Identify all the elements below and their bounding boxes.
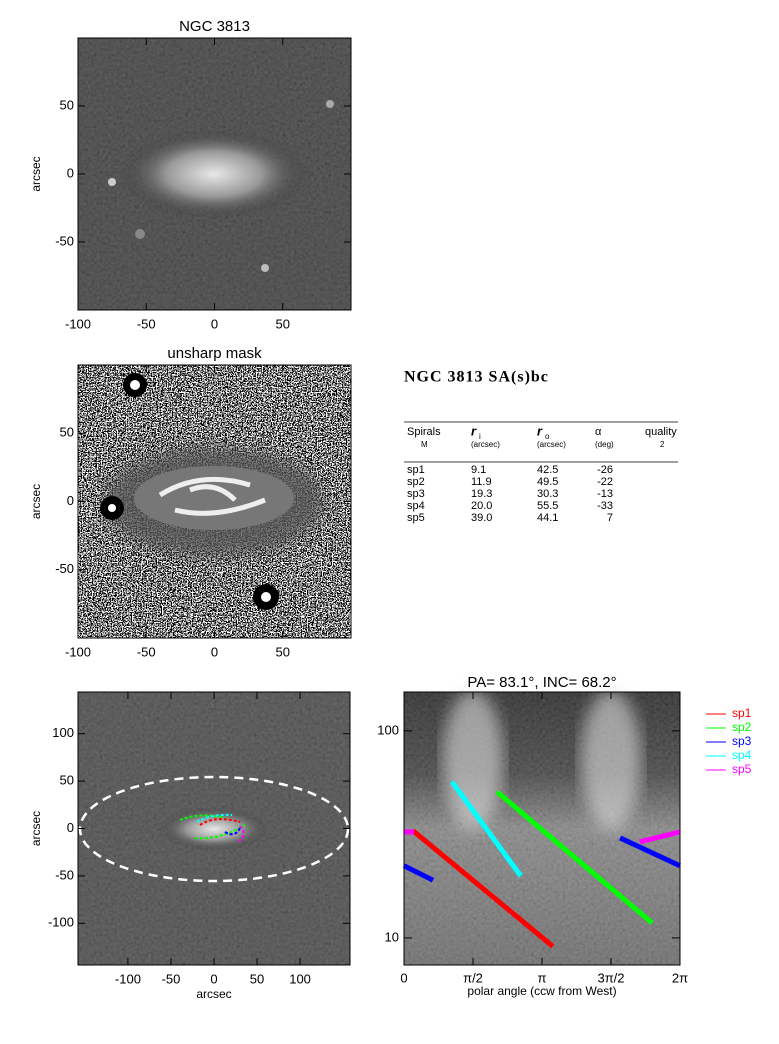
x-tick-label: -100 — [65, 316, 91, 331]
table-cell: 49.5 — [537, 476, 558, 488]
y-tick-label: 0 — [67, 820, 74, 835]
column-note: (arcsec) — [537, 440, 566, 449]
y-tick-label: 0 — [67, 493, 74, 508]
table-cell: sp1 — [407, 464, 425, 476]
column-note: M — [421, 440, 428, 449]
table-cell: 9.1 — [471, 464, 486, 476]
x-tick-label: π/2 — [463, 970, 483, 985]
x-tick-label: 0 — [400, 970, 407, 985]
y-tick-label: 0 — [67, 165, 74, 180]
column-header: r — [537, 423, 543, 438]
table-cell: sp3 — [407, 488, 425, 500]
spiral-fit — [411, 828, 555, 949]
y-tick-label: 100 — [377, 722, 399, 737]
table-cell: sp4 — [407, 500, 425, 512]
table-cell: 20.0 — [471, 500, 492, 512]
column-subscript: i — [479, 432, 481, 441]
table-cell: 39.0 — [471, 512, 492, 524]
x-tick-label: π — [538, 970, 547, 985]
table-cell: -13 — [597, 488, 613, 500]
panel-title: unsharp mask — [167, 345, 262, 362]
table-cell: -22 — [597, 476, 613, 488]
y-tick-label: 50 — [60, 425, 74, 440]
table-cell: 44.1 — [537, 512, 558, 524]
x-tick-label: 3π/2 — [597, 970, 624, 985]
table-cell: 42.5 — [537, 464, 558, 476]
spiral-fit — [402, 863, 435, 883]
y-axis-label: arcsec — [29, 156, 43, 191]
y-axis-label: arcsec — [29, 811, 43, 846]
table-cell: 11.9 — [471, 476, 492, 488]
column-header: r — [471, 423, 477, 438]
table-cell: 19.3 — [471, 488, 492, 500]
y-tick-label: 50 — [60, 773, 74, 788]
x-tick-label: 0 — [211, 316, 218, 331]
spiral-fit — [449, 780, 523, 878]
table-cell: sp5 — [407, 512, 425, 524]
table-cell: 7 — [607, 512, 613, 524]
x-axis-label: polar angle (ccw from West) — [467, 984, 616, 998]
y-tick-label: -50 — [55, 867, 74, 882]
legend-label: sp2 — [732, 720, 752, 734]
x-tick-label: -50 — [137, 644, 156, 659]
column-note: (deg) — [595, 440, 614, 449]
x-tick-label: -100 — [65, 644, 91, 659]
y-tick-label: 50 — [60, 97, 74, 112]
legend-label: sp3 — [732, 734, 752, 748]
column-subscript: o — [545, 432, 550, 441]
x-tick-label: 0 — [211, 644, 218, 659]
table-cell: 55.5 — [537, 500, 558, 512]
panel-title: NGC 3813 — [179, 18, 250, 35]
image-3 — [78, 692, 350, 965]
legend-label: sp5 — [732, 762, 752, 776]
table-cell: sp2 — [407, 476, 425, 488]
column-header: quality — [645, 426, 677, 438]
image-1 — [78, 38, 351, 310]
column-header: α — [595, 426, 602, 438]
x-tick-label: 100 — [289, 971, 311, 986]
legend-label: sp1 — [732, 706, 752, 720]
column-note: (arcsec) — [471, 440, 500, 449]
spiral-fit — [495, 790, 654, 925]
table-cell: 30.3 — [537, 488, 558, 500]
x-axis-label: arcsec — [196, 987, 231, 1001]
x-tick-label: 50 — [250, 971, 264, 986]
y-tick-label: 100 — [52, 725, 74, 740]
polar-title: PA= 83.1°, INC= 68.2° — [467, 674, 616, 691]
y-axis-label: arcsec — [29, 484, 43, 519]
x-tick-label: 50 — [276, 316, 290, 331]
x-tick-label: -50 — [137, 316, 156, 331]
y-tick-label: -100 — [48, 915, 74, 930]
y-tick-label: -50 — [55, 561, 74, 576]
x-tick-label: 0 — [210, 971, 217, 986]
table-cell: -33 — [597, 500, 613, 512]
x-tick-label: -50 — [162, 971, 181, 986]
column-header: Spirals — [407, 426, 441, 438]
x-tick-label: -100 — [115, 971, 141, 986]
spiral-fit — [639, 829, 681, 845]
legend-label: sp4 — [732, 748, 752, 762]
x-tick-label: 50 — [276, 644, 290, 659]
spiral-fit — [619, 835, 681, 869]
y-tick-label: -50 — [55, 233, 74, 248]
y-tick-label: 10 — [385, 929, 399, 944]
image-2 — [78, 365, 351, 638]
heading: NGC 3813 SA(s)bc — [404, 369, 549, 386]
x-tick-label: 2π — [672, 970, 688, 985]
column-note: 2 — [660, 440, 665, 449]
table-cell: -26 — [597, 464, 613, 476]
